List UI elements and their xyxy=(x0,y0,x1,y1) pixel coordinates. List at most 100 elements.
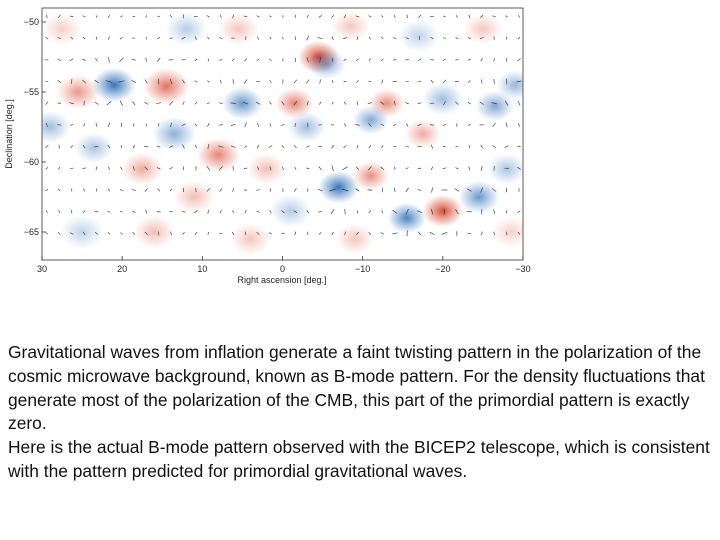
bmode-blob xyxy=(422,82,464,116)
polarization-vector xyxy=(368,80,372,83)
polarization-vector xyxy=(293,79,298,84)
polarization-vector xyxy=(368,58,371,62)
polarization-vector xyxy=(356,80,359,83)
polarization-vector xyxy=(168,145,174,148)
polarization-vector xyxy=(281,166,284,171)
x-tick-label: 10 xyxy=(197,264,207,274)
polarization-vector xyxy=(318,145,322,148)
polarization-vector xyxy=(144,166,149,171)
polarization-vector xyxy=(57,80,61,83)
polarization-vector xyxy=(242,101,249,105)
polarization-vector xyxy=(194,123,198,127)
polarization-vector xyxy=(392,123,397,127)
polarization-vector xyxy=(144,101,148,105)
polarization-vector xyxy=(293,188,297,192)
polarization-vector xyxy=(493,78,495,85)
polarization-vector xyxy=(430,79,434,84)
polarization-vector xyxy=(442,37,446,39)
polarization-vector xyxy=(257,122,259,127)
polarization-vector xyxy=(344,231,346,236)
polarization-vector xyxy=(157,36,161,40)
polarization-vector xyxy=(244,122,247,128)
polarization-vector xyxy=(119,188,123,192)
polarization-vector xyxy=(331,36,334,41)
polarization-vector xyxy=(343,145,347,148)
polarization-vector xyxy=(343,101,347,105)
polarization-vector xyxy=(493,231,495,236)
polarization-vector xyxy=(131,59,136,61)
polarization-vector xyxy=(120,145,122,149)
polarization-vector xyxy=(45,232,49,235)
polarization-vector xyxy=(181,36,186,40)
polarization-vector xyxy=(355,123,360,126)
polarization-vector xyxy=(194,210,198,214)
bmode-blob xyxy=(152,116,196,152)
polarization-vector xyxy=(132,144,135,149)
polarization-vector xyxy=(343,37,347,39)
polarization-vector xyxy=(318,210,323,213)
polarization-vector xyxy=(417,58,422,62)
polarization-vector xyxy=(355,188,360,192)
polarization-vector xyxy=(182,166,185,171)
bmode-chart: 30 20 10 0 −10 −20 −30 −50 −55 −60 −65 Right asce… xyxy=(4,7,531,285)
polarization-vector xyxy=(82,15,86,18)
polarization-vector xyxy=(120,15,123,18)
polarization-vector xyxy=(480,165,483,171)
polarization-vector xyxy=(455,101,459,105)
polarization-vector xyxy=(367,166,372,171)
polarization-vector xyxy=(244,58,247,62)
bmode-blob xyxy=(404,119,441,149)
polarization-vector xyxy=(230,123,236,126)
polarization-vector xyxy=(418,14,421,19)
polarization-vector xyxy=(256,231,260,235)
polarization-vector xyxy=(517,58,521,62)
polarization-vector xyxy=(381,145,384,149)
polarization-vector xyxy=(243,79,248,84)
bmode-blob xyxy=(270,194,311,228)
polarization-vector xyxy=(331,165,334,172)
polarization-vector xyxy=(218,102,223,105)
polarization-vector xyxy=(429,124,435,126)
polarization-vector xyxy=(207,36,210,40)
polarization-vector xyxy=(195,36,197,40)
polarization-vector xyxy=(405,208,409,215)
polarization-vector xyxy=(294,231,297,236)
polarization-vector xyxy=(455,37,459,40)
polarization-vector xyxy=(256,58,260,61)
polarization-vector xyxy=(207,80,210,83)
polarization-vector xyxy=(145,123,147,127)
bicep2-bmode-figure: 30 20 10 0 −10 −20 −30 −50 −55 −60 −65 Right asce… xyxy=(0,0,540,300)
polarization-vector xyxy=(144,231,148,236)
polarization-vector xyxy=(467,80,471,83)
bmode-blob xyxy=(92,67,136,103)
polarization-vector xyxy=(480,187,484,193)
polarization-vector xyxy=(405,145,409,148)
polarization-vector xyxy=(269,101,272,105)
polarization-vector xyxy=(307,188,309,192)
polarization-vector xyxy=(467,124,471,126)
polarization-vector xyxy=(144,79,148,84)
polarization-vector xyxy=(107,210,111,213)
polarization-vector xyxy=(368,144,372,149)
polarization-vector xyxy=(318,166,322,171)
polarization-vector xyxy=(331,14,335,18)
polarization-vector xyxy=(45,122,48,128)
polarization-vector xyxy=(82,167,86,170)
polarization-vector xyxy=(318,232,322,235)
polarization-vector xyxy=(156,167,161,170)
polarization-vector xyxy=(269,188,272,192)
caption-paragraph-2: Here is the actual B-mode pattern observ… xyxy=(8,437,710,481)
polarization-vector xyxy=(356,58,359,62)
polarization-vector xyxy=(393,100,396,106)
polarization-vector xyxy=(57,58,61,62)
polarization-vector xyxy=(182,144,185,149)
polarization-vector xyxy=(145,57,148,62)
polarization-vector xyxy=(70,145,73,149)
polarization-vector xyxy=(243,15,248,18)
polarization-vector xyxy=(207,209,210,214)
polarization-vector xyxy=(417,102,422,104)
polarization-field xyxy=(42,11,523,256)
polarization-vector xyxy=(517,166,521,170)
polarization-vector xyxy=(492,122,496,128)
polarization-vector xyxy=(405,187,409,193)
